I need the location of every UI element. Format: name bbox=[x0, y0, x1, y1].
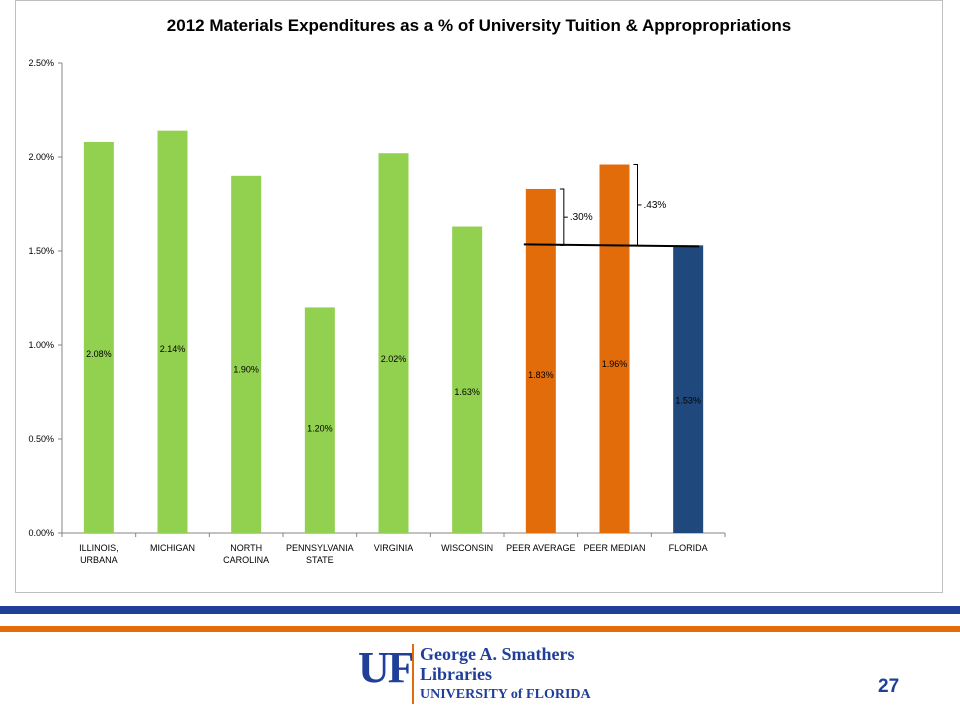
y-tick-label: 1.50% bbox=[28, 246, 54, 256]
x-category-label: PENNSYLVANIA bbox=[286, 543, 354, 553]
data-label: 2.14% bbox=[160, 344, 186, 354]
logo-line-smathers: George A. Smathers bbox=[420, 644, 575, 664]
bar bbox=[304, 307, 335, 533]
bar bbox=[452, 226, 483, 533]
y-tick-label: 0.50% bbox=[28, 434, 54, 444]
x-category-label: URBANA bbox=[80, 555, 118, 565]
bar bbox=[599, 164, 630, 533]
orange-stripe bbox=[0, 626, 960, 632]
bar bbox=[525, 188, 556, 533]
chart-title: 2012 Materials Expenditures as a % of Un… bbox=[167, 16, 791, 35]
gap-label: .30% bbox=[570, 212, 593, 223]
x-category-label: VIRGINIA bbox=[374, 543, 414, 553]
gap-bracket bbox=[633, 164, 638, 246]
x-category-label: ILLINOIS, bbox=[79, 543, 119, 553]
bar bbox=[157, 130, 188, 533]
y-tick-label: 1.00% bbox=[28, 340, 54, 350]
data-label: 1.63% bbox=[454, 387, 480, 397]
reference-line bbox=[523, 243, 700, 248]
y-tick-label: 2.50% bbox=[28, 58, 54, 68]
logo-divider bbox=[412, 644, 414, 704]
x-category-label: CAROLINA bbox=[223, 555, 269, 565]
x-category-label: STATE bbox=[306, 555, 334, 565]
x-category-label: PEER AVERAGE bbox=[506, 543, 575, 553]
x-category-label: PEER MEDIAN bbox=[583, 543, 645, 553]
bar bbox=[83, 141, 114, 533]
gap-bracket bbox=[559, 188, 565, 246]
blue-stripe bbox=[0, 606, 960, 614]
x-category-label: MICHIGAN bbox=[150, 543, 195, 553]
data-label: 2.08% bbox=[86, 349, 112, 359]
library-logo: UF George A. Smathers Libraries UNIVERSI… bbox=[358, 644, 598, 708]
data-label: 2.02% bbox=[381, 354, 407, 364]
logo-line-libraries: Libraries bbox=[420, 664, 492, 684]
logo-line-university: UNIVERSITY of FLORIDA bbox=[420, 687, 591, 702]
y-tick-label: 0.00% bbox=[28, 528, 54, 538]
bar bbox=[673, 245, 704, 534]
chart-frame: 2012 Materials Expenditures as a % of Un… bbox=[15, 0, 943, 593]
bar bbox=[378, 153, 409, 534]
x-category-label: FLORIDA bbox=[669, 543, 708, 553]
bar bbox=[231, 175, 262, 534]
data-label: 1.96% bbox=[602, 359, 628, 369]
page-number: 27 bbox=[878, 676, 900, 697]
data-label: 1.20% bbox=[307, 423, 333, 433]
gap-label: .43% bbox=[644, 200, 667, 211]
data-label: 1.83% bbox=[528, 370, 554, 380]
data-label: 1.53% bbox=[675, 396, 701, 406]
bar-chart: 2012 Materials Expenditures as a % of Un… bbox=[28, 16, 791, 565]
x-category-label: NORTH bbox=[230, 543, 262, 553]
data-label: 1.90% bbox=[233, 364, 259, 374]
y-tick-label: 2.00% bbox=[28, 152, 54, 162]
x-category-label: WISCONSIN bbox=[441, 543, 493, 553]
uf-logo-mark: UF bbox=[358, 643, 415, 692]
